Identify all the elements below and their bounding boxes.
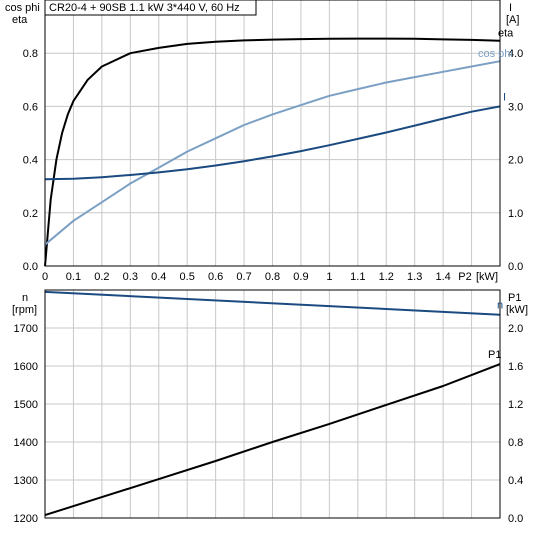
bottom-chart-grid [45,290,500,518]
top-left-axis-label-2: eta [12,14,28,26]
top-left-tick-labels: 0.0 0.2 0.4 0.6 0.8 [23,48,38,273]
bottom-right-axis-label-1: P1 [508,292,521,304]
top-x-tick-label: 1.3 [407,271,422,283]
bottom-series-labels: n P1 [488,300,503,361]
bottom-left-tick-label: 1700 [14,323,38,335]
top-x-tick-label: 1.1 [350,271,365,283]
bottom-chart-frame [44,289,501,519]
bottom-left-tick-label: 1600 [14,361,38,373]
top-left-tick-label: 0.0 [23,261,38,273]
top-x-tick-label: 1.4 [435,271,450,283]
series-label-P1: P1 [488,349,501,361]
bottom-right-axis-label-2: [kW] [506,304,528,316]
top-right-axis-label-2: [A] [506,14,519,26]
top-right-axis-label-1: I [509,2,512,14]
top-right-tick-labels: 0.0 1.0 2.0 3.0 4.0 [508,48,523,273]
top-x-tick-label: 0.7 [236,271,251,283]
top-x-tick-labels: 0 0.1 0.2 0.3 0.4 0.5 0.6 0.7 0.8 0.9 1 1.1 1.2 1.3 1.… [42,271,472,283]
bottom-right-tick-label: 0.0 [508,513,523,525]
bottom-left-axis-label-1: n [22,292,28,304]
top-x-tick-label: P2 [458,271,471,283]
top-x-tick-label: 0 [42,271,48,283]
series-label-n: n [497,300,503,312]
top-x-tick-label: 0.9 [293,271,308,283]
top-right-tick-label: 1.0 [508,208,523,220]
top-x-unit-label: [kW] [476,271,498,283]
top-left-tick-label: 0.6 [23,101,38,113]
top-left-tick-label: 0.8 [23,48,38,60]
series-line-I [44,105,501,181]
top-right-tick-label: 2.0 [508,155,523,167]
bottom-right-tick-label: 1.2 [508,399,523,411]
top-x-tick-label: 0.8 [265,271,280,283]
top-chart-grid [45,0,500,266]
bottom-right-tick-labels: 0.0 0.4 0.8 1.2 1.6 2.0 [508,323,523,525]
top-chart-series [44,37,501,267]
top-x-tick-label: 0.3 [123,271,138,283]
bottom-right-tick-label: 1.6 [508,361,523,373]
series-line-eta [44,37,501,267]
series-line-cos-phi [44,60,501,246]
top-chart-title: CR20-4 + 90SB 1.1 kW 3*440 V, 60 Hz [49,2,240,14]
bottom-right-tick-label: 0.4 [508,475,523,487]
bottom-left-tick-label: 1500 [14,399,38,411]
bottom-left-tick-label: 1300 [14,475,38,487]
bottom-right-tick-label: 0.8 [508,437,523,449]
series-line-P1 [44,363,501,517]
top-x-tick-label: 0.6 [208,271,223,283]
top-right-tick-label: 4.0 [508,48,523,60]
top-x-tick-label: 1.2 [379,271,394,283]
top-left-axis-label-1: cos phi [5,2,40,14]
bottom-left-axis-label-2: [rpm] [12,304,37,316]
bottom-left-tick-label: 1200 [14,513,38,525]
top-x-tick-label: 0.4 [151,271,166,283]
series-label-I: I [503,91,506,103]
top-left-tick-label: 0.4 [23,155,38,167]
bottom-right-tick-label: 2.0 [508,323,523,335]
top-left-tick-label: 0.2 [23,208,38,220]
series-label-eta: eta [498,28,514,40]
series-line-n [44,290,501,316]
top-x-tick-label: 0.1 [66,271,81,283]
top-chart-title-box [44,0,257,16]
top-chart-frame [44,0,501,267]
top-series-labels: eta cos phi I [478,28,514,104]
top-right-tick-label: 3.0 [508,101,523,113]
top-x-tick-label: 0.5 [180,271,195,283]
top-x-tick-label: 0.2 [94,271,109,283]
series-label-cos-phi: cos phi [478,48,513,60]
bottom-left-tick-label: 1400 [14,437,38,449]
bottom-chart-series [44,290,501,517]
top-x-tick-label: 1 [326,271,332,283]
bottom-left-tick-labels: 1200 1300 1400 1500 1600 1700 [14,323,38,525]
top-right-tick-label: 0.0 [508,261,523,273]
